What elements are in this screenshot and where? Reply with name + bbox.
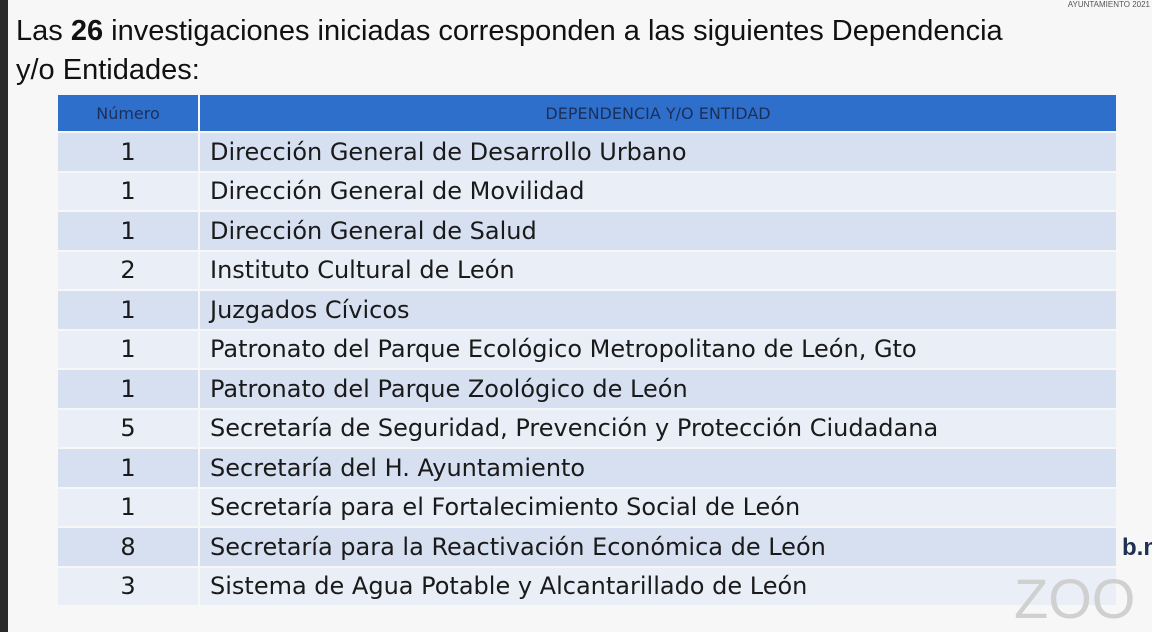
- entity-cell: Dirección General de Salud: [200, 212, 1116, 250]
- entity-cell: Secretaría para la Reactivación Económic…: [200, 528, 1116, 566]
- entity-cell: Juzgados Cívicos: [200, 291, 1116, 329]
- count-cell: 1: [58, 370, 200, 408]
- entity-cell: Secretaría de Seguridad, Prevención y Pr…: [200, 409, 1116, 447]
- side-strip: [0, 0, 8, 632]
- count-cell: 5: [58, 409, 200, 447]
- intro-line2: y/o Entidades:: [16, 54, 200, 86]
- table-row: 1 Secretaría para el Fortalecimiento Soci…: [58, 488, 1116, 526]
- header-row: Número DEPENDENCIA Y/O ENTIDAD: [58, 95, 1116, 131]
- table-row: 8 Secretaría para la Reactivación Económi…: [58, 528, 1116, 566]
- entity-cell: Dirección General de Desarrollo Urbano: [200, 133, 1116, 171]
- intro-count: 26: [70, 15, 104, 47]
- table-row: 1 Patronato del Parque Zoológico de León: [58, 370, 1116, 408]
- table: Número DEPENDENCIA Y/O ENTIDAD 1 Direcció…: [58, 93, 1116, 607]
- count-cell: 1: [58, 449, 200, 487]
- table-row: 1 Secretaría del H. Ayuntamiento: [58, 449, 1116, 487]
- count-cell: 2: [58, 251, 200, 289]
- table-row: 2 Instituto Cultural de León: [58, 251, 1116, 289]
- intro-suffix: investigaciones iniciadas corresponden a…: [111, 15, 1003, 47]
- count-cell: 1: [58, 291, 200, 329]
- intro-prefix: Las: [16, 15, 63, 47]
- table-row: 1 Dirección General de Salud: [58, 212, 1116, 250]
- count-cell: 1: [58, 212, 200, 250]
- count-cell: 1: [58, 133, 200, 171]
- table-row: 1 Dirección General de Movilidad: [58, 172, 1116, 210]
- table-row: 1 Patronato del Parque Ecológico Metropol…: [58, 330, 1116, 368]
- count-cell: 1: [58, 172, 200, 210]
- entity-cell: Secretaría para el Fortalecimiento Socia…: [200, 488, 1116, 526]
- logo-text: AYUNTAMIENTO 2021: [1067, 0, 1150, 9]
- watermark: ZOO: [1014, 567, 1136, 630]
- table-body: 1 Dirección General de Desarrollo Urbano 1…: [58, 133, 1116, 605]
- table-row: 1 Dirección General de Desarrollo Urbano: [58, 133, 1116, 171]
- count-cell: 3: [58, 567, 200, 605]
- entity-cell: Sistema de Agua Potable y Alcantarillado…: [200, 567, 1116, 605]
- entity-cell: Instituto Cultural de León: [200, 251, 1116, 289]
- header-cell: Número: [58, 95, 200, 131]
- side-text: b.n: [1122, 534, 1152, 561]
- count-cell: 1: [58, 488, 200, 526]
- intro-text: Las 26 investigaciones iniciadas corresp…: [16, 12, 1152, 90]
- table-row: 1 Juzgados Cívicos: [58, 291, 1116, 329]
- entity-cell: Secretaría del H. Ayuntamiento: [200, 449, 1116, 487]
- table-row: 5 Secretaría de Seguridad, Prevención y P…: [58, 409, 1116, 447]
- table-row: 3 Sistema de Agua Potable y Alcantarillad…: [58, 567, 1116, 605]
- count-cell: 8: [58, 528, 200, 566]
- header-cell: DEPENDENCIA Y/O ENTIDAD: [200, 95, 1116, 131]
- entity-cell: Patronato del Parque Zoológico de León: [200, 370, 1116, 408]
- entity-cell: Patronato del Parque Ecológico Metropoli…: [200, 330, 1116, 368]
- count-cell: 1: [58, 330, 200, 368]
- entity-cell: Dirección General de Movilidad: [200, 172, 1116, 210]
